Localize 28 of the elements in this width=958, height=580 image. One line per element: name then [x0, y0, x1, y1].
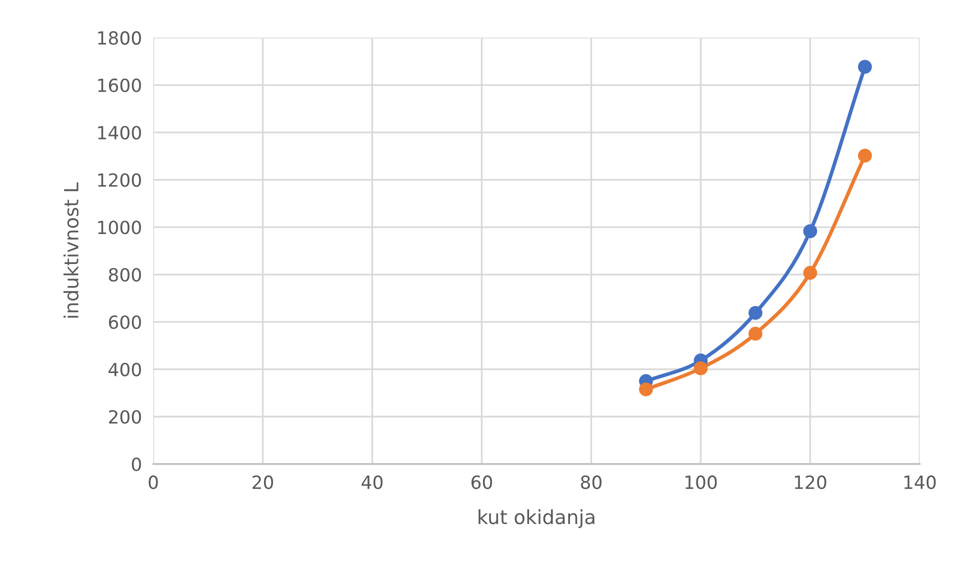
- x-tick-label: 100: [685, 475, 717, 490]
- point: [803, 224, 818, 238]
- x-tick-label: 0: [148, 475, 158, 490]
- x-tick-label: 120: [794, 475, 826, 490]
- y-tick-label: 1800: [98, 31, 141, 45]
- y-tick-label: 1000: [98, 220, 141, 234]
- y-tick-label: 200: [109, 410, 141, 424]
- x-tick-label: 140: [904, 475, 936, 490]
- point: [748, 326, 762, 341]
- y-tick-label: 1200: [98, 173, 141, 187]
- point: [748, 306, 762, 320]
- point: [639, 382, 653, 396]
- x-tick-label: 40: [362, 475, 383, 490]
- y-tick-label: 400: [108, 362, 141, 376]
- x-tick-label: 60: [472, 475, 492, 490]
- y-tick-label: 1600: [98, 78, 141, 92]
- y-tick-label: 800: [108, 268, 141, 282]
- point: [858, 148, 872, 163]
- point: [858, 60, 872, 74]
- y-axis-title: induktivnost L: [64, 182, 79, 318]
- y-tick-label: 0: [132, 457, 141, 472]
- point: [803, 266, 818, 280]
- x-axis-title: kut okidanja: [478, 509, 594, 528]
- y-tick-label: 1400: [98, 126, 141, 140]
- y-tick-label: 600: [108, 315, 141, 330]
- x-tick-label: 20: [252, 475, 274, 490]
- x-tick-label: 80: [580, 475, 602, 490]
- point: [694, 361, 708, 376]
